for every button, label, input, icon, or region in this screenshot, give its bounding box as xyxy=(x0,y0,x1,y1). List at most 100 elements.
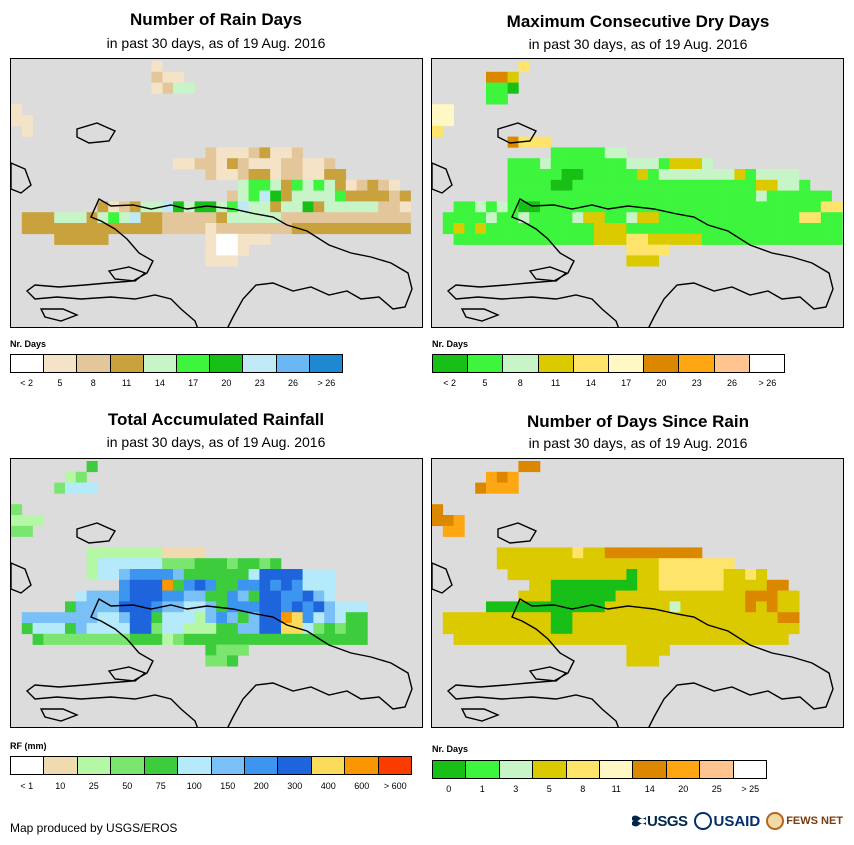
grid-cell xyxy=(97,223,109,235)
grid-cell xyxy=(140,623,152,635)
grid-cell xyxy=(507,169,519,181)
grid-cell xyxy=(734,569,746,581)
grid-cell xyxy=(399,190,411,202)
grid-cell xyxy=(723,612,735,624)
grid-cell xyxy=(453,212,465,224)
grid-cell xyxy=(691,601,703,613)
grid-cell xyxy=(194,558,206,570)
grid-cell xyxy=(648,644,660,656)
grid-cell xyxy=(518,633,530,645)
grid-cell xyxy=(162,590,174,602)
grid-cell xyxy=(486,633,498,645)
fews-net-logo-text: FEWS NET xyxy=(786,815,844,827)
legend-label: 17 xyxy=(188,378,199,388)
grid-cell xyxy=(442,223,454,235)
grid-cell xyxy=(183,590,195,602)
grid-cell xyxy=(356,190,368,202)
grid-cell xyxy=(140,590,152,602)
grid-cell xyxy=(604,579,616,591)
grid-cell xyxy=(86,482,98,494)
grid-cell xyxy=(21,612,33,624)
grid-cell xyxy=(129,223,141,235)
grid-cell xyxy=(734,201,746,213)
grid-cell xyxy=(756,223,768,235)
grid-cell xyxy=(281,612,293,624)
grid-cell xyxy=(723,579,735,591)
grid-cell xyxy=(237,190,249,202)
grid-cell xyxy=(151,223,163,235)
fews-seal-icon xyxy=(766,812,785,830)
grid-cell xyxy=(658,212,670,224)
grid-cell xyxy=(140,579,152,591)
legend-label: 1 xyxy=(479,784,485,794)
grid-cell xyxy=(518,569,530,581)
grid-cell xyxy=(756,601,768,613)
usaid-logo-text: USAID xyxy=(713,812,761,830)
grid-cell xyxy=(108,590,120,602)
legend-label: 100 xyxy=(186,781,202,791)
grid-cell xyxy=(21,223,33,235)
grid-cell xyxy=(658,233,670,245)
grid-cell xyxy=(259,201,271,213)
grid-cell xyxy=(626,558,638,570)
grid-cell xyxy=(399,201,411,213)
grid-cell xyxy=(475,201,487,213)
grid-cell xyxy=(648,569,660,581)
grid-cell xyxy=(270,201,282,213)
grid-cell xyxy=(216,644,228,656)
grid-cell xyxy=(21,515,33,527)
grid-cell xyxy=(561,212,573,224)
grid-cell xyxy=(237,612,249,624)
grid-cell xyxy=(766,201,778,213)
grid-cell xyxy=(583,169,595,181)
grid-cell xyxy=(227,601,239,613)
grid-cell xyxy=(291,579,303,591)
grid-cell xyxy=(216,655,228,667)
grid-cell xyxy=(216,569,228,581)
grid-cell xyxy=(540,169,552,181)
grid-cell xyxy=(259,158,271,170)
grid-cell xyxy=(183,212,195,224)
grid-cell xyxy=(205,255,217,267)
map-canvas xyxy=(11,61,413,327)
grid-cell xyxy=(680,547,692,559)
grid-cell xyxy=(518,558,530,570)
grid-cell xyxy=(54,223,66,235)
legend-label: 23 xyxy=(691,378,702,388)
grid-cell xyxy=(680,569,692,581)
grid-cell xyxy=(604,179,616,191)
grid-cell xyxy=(119,547,131,559)
grid-cell xyxy=(745,212,757,224)
grid-cell xyxy=(702,623,714,635)
grid-cell xyxy=(216,201,228,213)
grid-cell xyxy=(669,158,681,170)
grid-cell xyxy=(259,147,271,159)
grid-cell xyxy=(518,169,530,181)
grid-cell xyxy=(378,201,390,213)
grid-cell xyxy=(313,179,325,191)
legend-label: 17 xyxy=(621,378,632,388)
grid-cell xyxy=(356,179,368,191)
grid-cell xyxy=(550,569,562,581)
grid-cell xyxy=(119,623,131,635)
grid-cell xyxy=(669,633,681,645)
grid-cell xyxy=(216,244,228,256)
grid-cell xyxy=(572,179,584,191)
grid-cell xyxy=(658,601,670,613)
grid-cell xyxy=(626,212,638,224)
legend-label: 8 xyxy=(90,378,96,388)
grid-cell xyxy=(766,169,778,181)
grid-cell xyxy=(745,179,757,191)
grid-cell xyxy=(21,115,33,127)
legend-label: 600 xyxy=(354,781,370,791)
grid-cell xyxy=(604,601,616,613)
grid-cell xyxy=(475,212,487,224)
legend-label: 400 xyxy=(320,781,336,791)
grid-cell xyxy=(723,569,735,581)
grid-cell xyxy=(205,158,217,170)
grid-cell xyxy=(702,201,714,213)
grid-cell xyxy=(324,569,336,581)
grid-cell xyxy=(788,179,800,191)
grid-cell xyxy=(507,547,519,559)
grid-cell xyxy=(637,201,649,213)
